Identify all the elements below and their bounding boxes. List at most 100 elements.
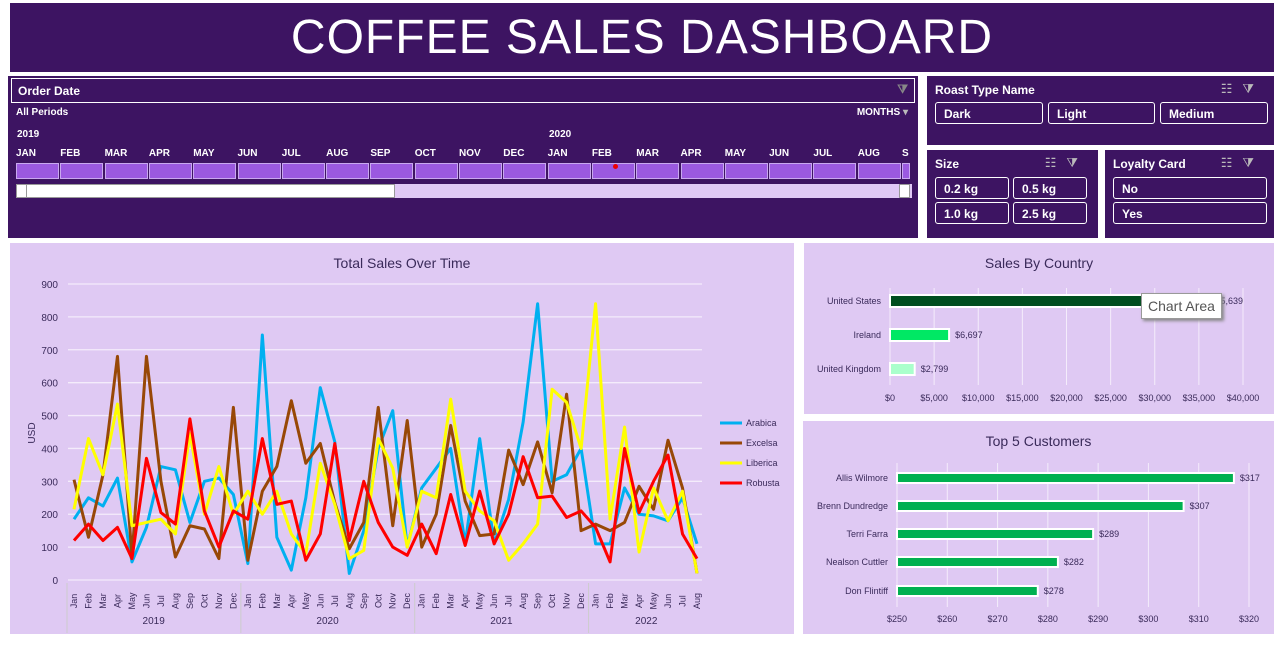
x-tick-label: Apr xyxy=(286,594,296,608)
x-tick-label: $25,000 xyxy=(1094,393,1127,403)
timeline-month-cell[interactable] xyxy=(60,163,104,179)
y-tick-label: 700 xyxy=(41,346,58,357)
data-label: $2,799 xyxy=(921,364,949,374)
timeline-month-cell[interactable] xyxy=(281,163,325,179)
multi-select-icon[interactable]: ☷ xyxy=(1220,81,1243,96)
y-axis-label: USD xyxy=(27,422,38,443)
month-label: JUN xyxy=(769,148,790,159)
clear-filter-icon[interactable]: ⧩ xyxy=(897,82,908,96)
timeline-month-cell[interactable] xyxy=(547,163,591,179)
x-tick-label: $260 xyxy=(937,614,957,624)
timeline-month-cell[interactable] xyxy=(503,163,547,179)
x-tick-label: Apr xyxy=(112,594,122,608)
timeline-month-cell[interactable] xyxy=(193,163,237,179)
timeline-month-cell[interactable] xyxy=(148,163,192,179)
timeline-month-cell[interactable] xyxy=(459,163,502,179)
month-label: MAY xyxy=(724,148,747,159)
timeline-month-cell[interactable] xyxy=(591,163,635,179)
dashboard-title: COFFEE SALES DASHBOARD xyxy=(10,3,1274,72)
timeline-month-cell[interactable] xyxy=(769,163,813,179)
timeline-month-cell[interactable] xyxy=(326,163,370,179)
x-tick-label: $290 xyxy=(1088,614,1108,624)
bar xyxy=(889,328,951,342)
legend-label: Excelsa xyxy=(746,438,778,448)
x-tick-label: $10,000 xyxy=(962,393,995,403)
chart-area-tooltip: Chart Area xyxy=(1141,293,1222,319)
series-line-robusta xyxy=(72,417,699,564)
top-customers-chart[interactable]: Top 5 Customers $250 $260 $270 $280 $290 $300… xyxy=(803,421,1274,634)
timeline-month-cell[interactable] xyxy=(813,163,857,179)
slicer-item-no[interactable]: No xyxy=(1113,177,1267,199)
timeline-month-cell[interactable] xyxy=(902,163,910,179)
timeline-month-cell[interactable] xyxy=(636,163,680,179)
timeline-month-cell[interactable] xyxy=(414,163,458,179)
bar xyxy=(896,500,1185,512)
timeline-month-cell[interactable] xyxy=(104,163,148,179)
year-label: 2020 xyxy=(316,616,339,627)
slicer-title: Loyalty Card xyxy=(1113,157,1186,171)
slicer-item-0-5kg[interactable]: 0.5 kg xyxy=(1013,177,1087,199)
y-tick-label: 500 xyxy=(41,412,58,423)
x-tick-label: $35,000 xyxy=(1183,393,1216,403)
slicer-item-yes[interactable]: Yes xyxy=(1113,202,1267,224)
y-tick-label: 300 xyxy=(41,477,58,488)
x-tick-label: Jul xyxy=(330,595,340,607)
scroll-right-button[interactable]: ▸ xyxy=(899,184,910,198)
country-chart-svg: $0 $5,000 $10,000 $15,000 $20,000 $25,000 $30,… xyxy=(817,288,1259,403)
x-tick-label: Jun xyxy=(315,594,325,609)
slicer-item-dark[interactable]: Dark xyxy=(935,102,1043,124)
size-slicer: Size ☷⧩ 0.2 kg 0.5 kg 1.0 kg 2.5 kg xyxy=(927,150,1098,238)
slicer-item-0-2kg[interactable]: 0.2 kg xyxy=(935,177,1009,199)
series-line-arabica xyxy=(72,302,699,575)
x-tick-label: Sep xyxy=(533,593,543,609)
x-tick-label: Oct xyxy=(199,594,209,609)
slicer-item-medium[interactable]: Medium xyxy=(1160,102,1268,124)
data-label: $35,639 xyxy=(1211,296,1244,306)
month-label: JUL xyxy=(813,148,833,159)
x-tick-label: Feb xyxy=(605,593,615,609)
timeline-month-cell[interactable] xyxy=(370,163,414,179)
granularity-value: MONTHS xyxy=(856,107,901,118)
slicer-item-2-5kg[interactable]: 2.5 kg xyxy=(1013,202,1087,224)
x-tick-label: Feb xyxy=(83,593,93,609)
month-label: JUN xyxy=(237,148,258,159)
x-tick-label: Jun xyxy=(489,594,499,609)
clear-filter-icon[interactable]: ⧩ xyxy=(1066,155,1088,170)
clear-filter-icon[interactable]: ⧩ xyxy=(1242,155,1264,170)
x-tick-label: $0 xyxy=(885,393,895,403)
month-label: AUG xyxy=(857,148,880,159)
x-tick-label: Aug xyxy=(692,593,702,609)
chart-title: Top 5 Customers xyxy=(985,433,1092,449)
category-label: Terri Farra xyxy=(846,529,888,539)
timeline-month-cell[interactable] xyxy=(724,163,768,179)
sales-by-country-chart[interactable]: Sales By Country $0 $5,000 $10,000 $15,000 $… xyxy=(804,243,1274,414)
clear-filter-icon[interactable]: ⧩ xyxy=(1242,81,1264,96)
x-tick-label: Mar xyxy=(272,593,282,609)
slicer-item-1-0kg[interactable]: 1.0 kg xyxy=(935,202,1009,224)
timeline-month-cell[interactable] xyxy=(16,163,59,179)
multi-select-icon[interactable]: ☷ xyxy=(1220,155,1243,170)
timeline-month-cell[interactable] xyxy=(237,163,281,179)
timeline-month-cell[interactable] xyxy=(680,163,724,179)
x-tick-label: Jul xyxy=(504,595,514,607)
scrollbar-thumb[interactable] xyxy=(20,184,395,198)
scroll-left-button[interactable]: ◂ xyxy=(16,184,27,198)
order-date-timeline: Order Date ⧩ All Periods MONTHS ▾ 2019 2… xyxy=(8,76,918,238)
x-tick-label: Sep xyxy=(185,593,195,609)
year-label: 2019 xyxy=(143,616,166,627)
slicer-item-light[interactable]: Light xyxy=(1048,102,1155,124)
month-label: APR xyxy=(148,148,171,159)
granularity-dropdown[interactable]: MONTHS ▾ xyxy=(857,107,908,118)
y-tick-label: 400 xyxy=(41,444,58,455)
x-tick-label: Jun xyxy=(663,594,673,609)
x-tick-label: May xyxy=(301,592,311,610)
x-tick-label: Jan xyxy=(417,594,427,609)
month-label: NOV xyxy=(459,148,481,159)
x-tick-label: Apr xyxy=(460,594,470,608)
x-tick-label: $5,000 xyxy=(920,393,948,403)
multi-select-icon[interactable]: ☷ xyxy=(1044,155,1067,170)
data-label: $317 xyxy=(1240,473,1260,483)
timeline-month-cell[interactable] xyxy=(857,163,901,179)
sales-over-time-chart[interactable]: Total Sales Over Time 0 100 200 300 400 500 60… xyxy=(10,243,794,634)
data-label: $289 xyxy=(1099,529,1119,539)
